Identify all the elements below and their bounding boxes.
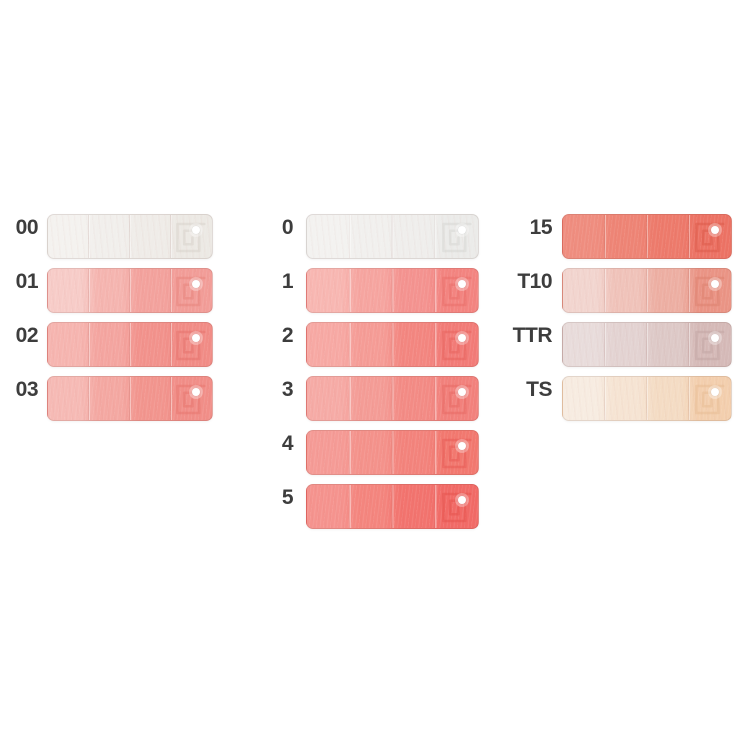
hang-hole-icon — [192, 334, 200, 342]
swatch-label: 0 — [281, 216, 294, 239]
swatch-tile — [47, 214, 213, 259]
spiral-stamp-icon — [442, 330, 472, 361]
swatch-row: 15 — [508, 214, 732, 259]
swatch-tile — [562, 322, 732, 367]
hang-hole-icon — [711, 226, 719, 234]
swatch-tile — [47, 268, 213, 313]
spiral-stamp-icon — [176, 330, 206, 361]
swatch-tile — [306, 376, 479, 421]
swatch-label: 3 — [281, 378, 294, 401]
hang-hole-icon — [192, 388, 200, 396]
swatch-label: TS — [526, 378, 552, 401]
spiral-stamp-icon — [695, 330, 725, 361]
swatch-row: 03 — [8, 376, 213, 421]
spiral-stamp-icon — [442, 384, 472, 415]
swatch-tile — [306, 430, 479, 475]
hang-hole-icon — [458, 280, 466, 288]
swatch-label: 00 — [15, 216, 39, 239]
hang-hole-icon — [711, 388, 719, 396]
swatch-label: TTR — [512, 324, 553, 347]
hang-hole-icon — [192, 280, 200, 288]
swatch-row: 2 — [266, 322, 479, 367]
hang-hole-icon — [711, 280, 719, 288]
swatch-tile — [306, 214, 479, 259]
swatch-tile — [306, 322, 479, 367]
swatch-row: 00 — [8, 214, 213, 259]
swatch-row: 1 — [266, 268, 479, 313]
swatch-tile — [47, 322, 213, 367]
swatch-label: 2 — [281, 324, 294, 347]
spiral-stamp-icon — [442, 276, 472, 307]
spiral-stamp-icon — [176, 384, 206, 415]
swatch-label: 01 — [15, 270, 39, 293]
swatch-label: 4 — [281, 432, 294, 455]
hang-hole-icon — [458, 496, 466, 504]
swatch-tile — [562, 268, 732, 313]
hang-hole-icon — [458, 226, 466, 234]
swatch-row: 3 — [266, 376, 479, 421]
swatch-row: TS — [508, 376, 732, 421]
swatch-row: 01 — [8, 268, 213, 313]
hang-hole-icon — [711, 334, 719, 342]
hang-hole-icon — [458, 334, 466, 342]
spiral-stamp-icon — [176, 276, 206, 307]
swatch-label: 5 — [281, 486, 294, 509]
swatch-tile — [562, 214, 732, 259]
swatch-row: TTR — [508, 322, 732, 367]
swatch-label: 02 — [15, 324, 39, 347]
swatch-label: T10 — [517, 270, 552, 293]
swatch-column-left: 00 01 02 — [8, 214, 213, 430]
spiral-stamp-icon — [695, 276, 725, 307]
swatch-label: 1 — [281, 270, 294, 293]
swatch-row: 5 — [266, 484, 479, 529]
hang-hole-icon — [192, 226, 200, 234]
swatch-row: T10 — [508, 268, 732, 313]
swatch-label: 15 — [529, 216, 553, 239]
swatch-row: 4 — [266, 430, 479, 475]
swatch-row: 02 — [8, 322, 213, 367]
spiral-stamp-icon — [442, 492, 472, 523]
swatch-tile — [306, 484, 479, 529]
spiral-stamp-icon — [695, 222, 725, 253]
swatch-tile — [47, 376, 213, 421]
swatch-row: 0 — [266, 214, 479, 259]
spiral-stamp-icon — [176, 222, 206, 253]
swatch-column-right: 15 T10 TTR — [508, 214, 732, 430]
swatch-tile — [306, 268, 479, 313]
spiral-stamp-icon — [442, 438, 472, 469]
spiral-stamp-icon — [442, 222, 472, 253]
swatch-column-middle: 0 1 2 — [266, 214, 479, 538]
swatch-label: 03 — [15, 378, 39, 401]
swatch-tile — [562, 376, 732, 421]
spiral-stamp-icon — [695, 384, 725, 415]
hang-hole-icon — [458, 442, 466, 450]
hang-hole-icon — [458, 388, 466, 396]
